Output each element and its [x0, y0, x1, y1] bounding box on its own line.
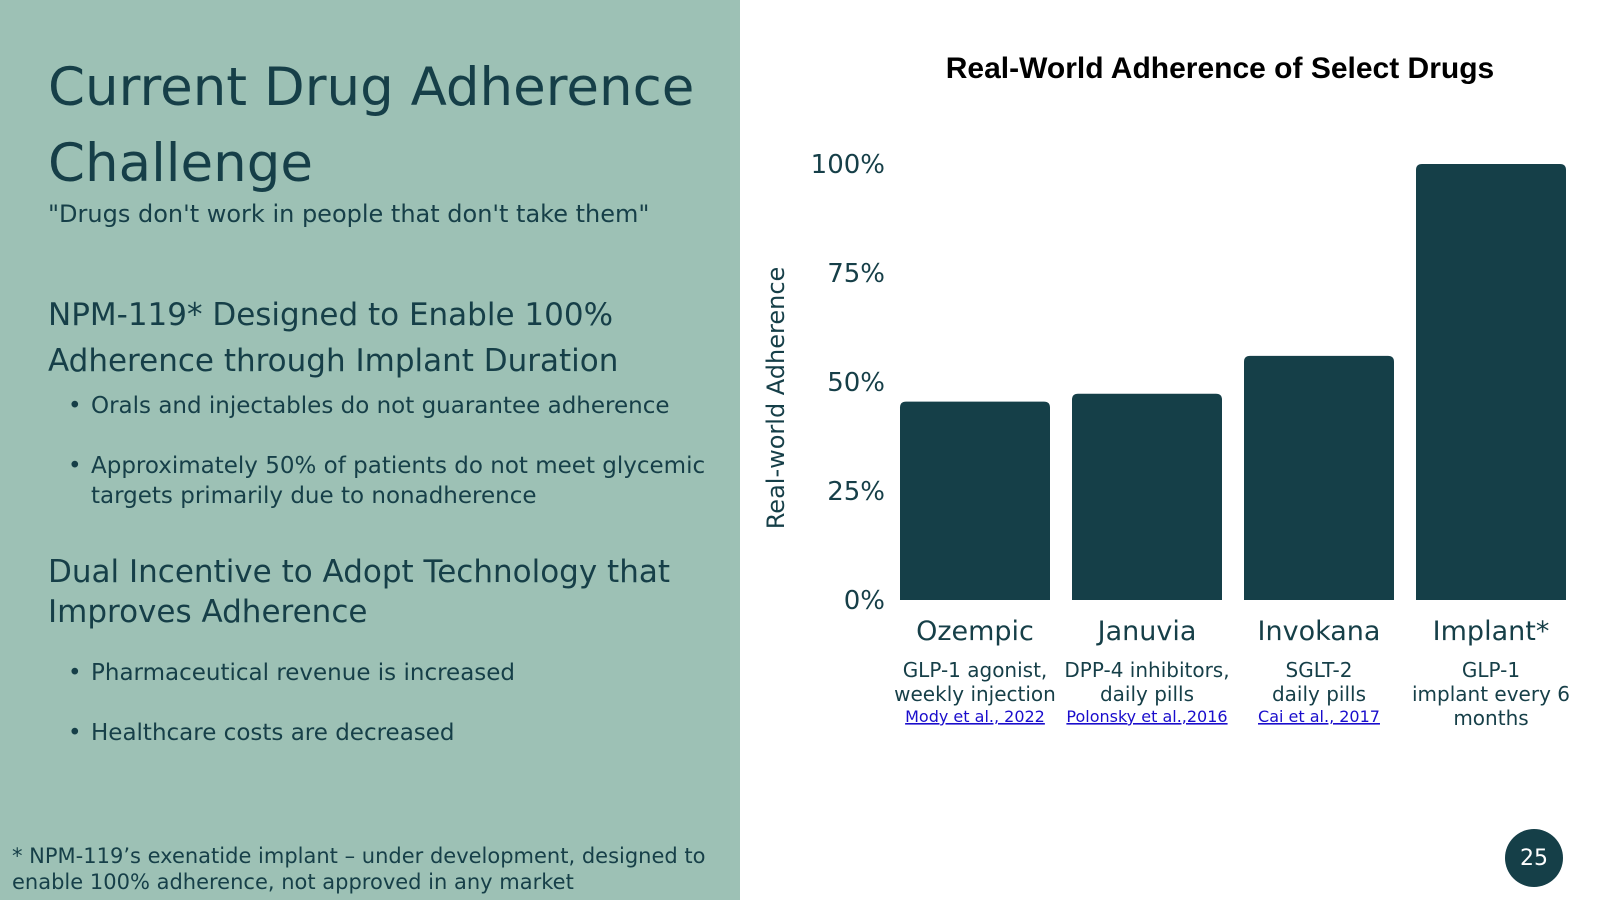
- bullet-text: Healthcare costs are decreased: [91, 720, 455, 746]
- adherence-bar-chart: Real-World Adherence of Select Drugs Rea…: [762, 52, 1570, 730]
- quote: "Drugs don't work in people that don't t…: [48, 200, 650, 228]
- y-tick-label: 25%: [827, 477, 885, 507]
- x-tick-label: Januvia: [1096, 616, 1197, 647]
- bullet-text: Approximately 50% of patients do not mee…: [91, 453, 706, 509]
- category-description: months: [1453, 706, 1528, 730]
- bullet-text: Pharmaceutical revenue is increased: [91, 660, 516, 686]
- category-description: SGLT-2: [1286, 658, 1353, 682]
- slide-title: Current Drug Adherence Challenge: [48, 57, 695, 194]
- bullet-item: • Pharmaceutical revenue is increased: [66, 658, 716, 688]
- chart-title: Real-World Adherence of Select Drugs: [946, 52, 1494, 85]
- y-axis-ticks: 0% 25% 50% 75% 100%: [811, 150, 885, 616]
- category-description: daily pills: [1272, 682, 1366, 706]
- bullet-icon: •: [68, 660, 82, 686]
- section-heading-incentive: Dual Incentive to Adopt Technology that …: [48, 554, 670, 630]
- x-axis-labels: Ozempic GLP-1 agonist,weekly injectionMod…: [894, 616, 1570, 730]
- category-description: GLP-1 agonist,: [903, 658, 1048, 682]
- bar: [1072, 393, 1222, 600]
- bullet-list-adherence: • Orals and injectables do not guarantee …: [66, 391, 716, 541]
- y-tick-label: 75%: [827, 259, 885, 289]
- bullet-icon: •: [68, 393, 82, 419]
- y-tick-label: 100%: [811, 150, 885, 180]
- bullet-item: • Orals and injectables do not guarantee …: [66, 391, 716, 421]
- bar: [1416, 164, 1566, 600]
- bullet-icon: •: [68, 720, 82, 746]
- bullet-item: • Approximately 50% of patients do not me…: [66, 451, 716, 511]
- citation-link[interactable]: Polonsky et al.,2016: [1066, 707, 1227, 726]
- bar: [1244, 355, 1394, 600]
- footnote: * NPM-119’s exenatide implant – under de…: [12, 844, 706, 894]
- bar: [900, 401, 1050, 600]
- page-number: 25: [1505, 829, 1563, 887]
- category-description: GLP-1: [1462, 658, 1520, 682]
- bars: [900, 164, 1566, 600]
- category-description: weekly injection: [894, 682, 1056, 706]
- bullet-item: • Healthcare costs are decreased: [66, 718, 716, 748]
- section-heading-adherence: NPM-119* Designed to Enable 100% Adheren…: [48, 297, 619, 379]
- category-description: implant every 6: [1412, 682, 1570, 706]
- y-tick-label: 50%: [827, 368, 885, 398]
- category-description: daily pills: [1100, 682, 1194, 706]
- bullet-list-incentive: • Pharmaceutical revenue is increased • He…: [66, 658, 716, 778]
- category-description: DPP-4 inhibitors,: [1064, 658, 1229, 682]
- x-tick-label: Invokana: [1258, 616, 1381, 647]
- x-tick-label: Ozempic: [916, 616, 1034, 647]
- bullet-icon: •: [68, 453, 82, 479]
- x-tick-label: Implant*: [1433, 616, 1550, 647]
- left-panel: Current Drug Adherence Challenge "Drugs …: [0, 0, 740, 900]
- bullet-text: Orals and injectables do not guarantee a…: [91, 393, 670, 419]
- y-tick-label: 0%: [844, 586, 885, 616]
- y-axis-label: Real-world Adherence: [762, 267, 790, 530]
- citation-link[interactable]: Mody et al., 2022: [905, 707, 1045, 726]
- citation-link[interactable]: Cai et al., 2017: [1258, 707, 1380, 726]
